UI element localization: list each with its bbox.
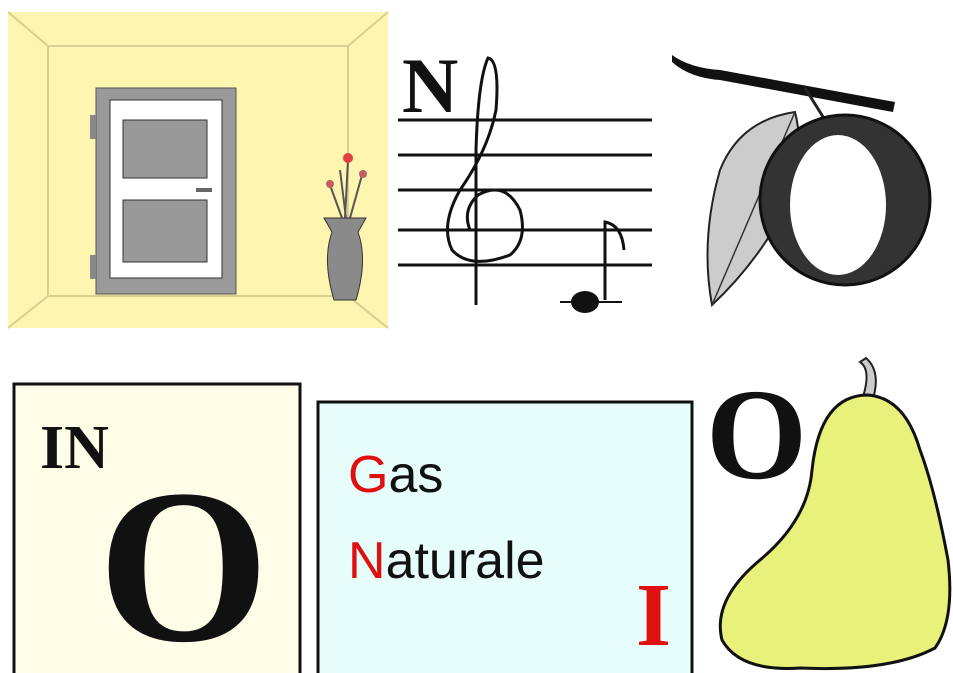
pear-panel: O bbox=[706, 358, 950, 669]
letter: I bbox=[636, 566, 671, 665]
music-panel: N bbox=[398, 42, 652, 313]
note-stem bbox=[605, 222, 624, 300]
hinge bbox=[90, 115, 96, 139]
flower bbox=[359, 170, 367, 178]
word-naturale: Naturale bbox=[348, 532, 545, 590]
door-panel bbox=[123, 120, 207, 178]
treble-clef bbox=[448, 58, 523, 305]
plum-panel bbox=[672, 55, 930, 305]
gas-panel: Gas Naturale I bbox=[318, 402, 692, 673]
room-panel bbox=[8, 12, 388, 328]
rebus: N IN O Gas Naturale I O bbox=[0, 0, 953, 673]
in-o-panel: IN O bbox=[14, 384, 300, 673]
staff bbox=[398, 120, 652, 265]
page: N IN O Gas Naturale I O (() => { const d… bbox=[0, 0, 953, 673]
door-handle bbox=[196, 188, 212, 192]
flower bbox=[326, 180, 334, 188]
letter: O bbox=[706, 363, 807, 507]
big-letter: O bbox=[98, 444, 269, 673]
initial: G bbox=[348, 446, 388, 504]
hinge bbox=[90, 255, 96, 279]
word-rest: aturale bbox=[386, 532, 545, 590]
plum-highlight bbox=[790, 135, 886, 275]
branch bbox=[672, 55, 895, 112]
door-panel bbox=[123, 200, 207, 262]
initial: N bbox=[348, 532, 386, 590]
word-gas: Gas bbox=[348, 446, 443, 504]
word-rest: as bbox=[388, 446, 443, 504]
letter: N bbox=[402, 42, 458, 129]
flower bbox=[343, 153, 353, 163]
